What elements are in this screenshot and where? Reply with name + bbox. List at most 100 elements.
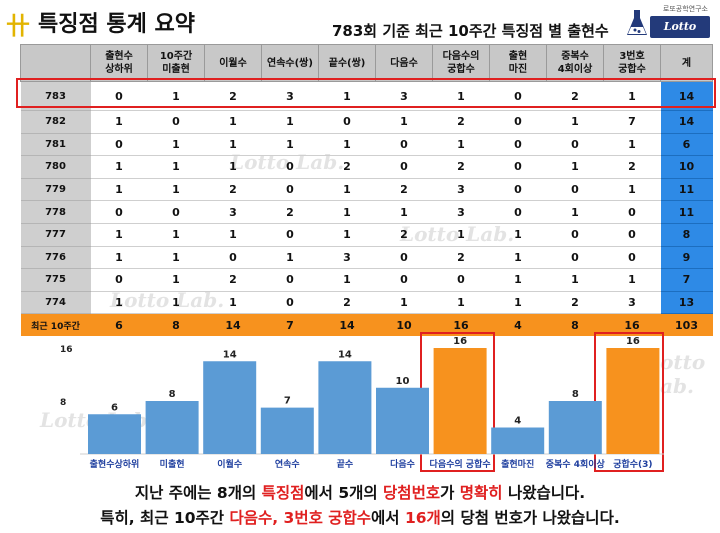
table-cell: 0 bbox=[375, 155, 433, 179]
table-row: 778 0 0 3 2 1 1 3 0 1 0 11 bbox=[20, 200, 713, 224]
table-cell: 10 bbox=[375, 313, 433, 336]
category-label: 이월수 bbox=[217, 458, 242, 470]
table-cell: 0 bbox=[204, 246, 262, 270]
table-row: 776 1 1 0 1 3 0 2 1 0 0 9 bbox=[20, 246, 713, 270]
category-label: 다음수의 궁합수 bbox=[430, 458, 491, 470]
column-header: 다음수의 궁합수 bbox=[432, 44, 490, 82]
table-cell: 0 bbox=[90, 133, 148, 157]
category-label: 연속수 bbox=[275, 458, 300, 470]
bar-value-label: 10 bbox=[396, 376, 410, 387]
table-cell: 0 bbox=[147, 200, 205, 224]
table-cell: 7 bbox=[261, 313, 319, 336]
table-row: 782 1 0 1 1 0 1 2 0 1 7 14 bbox=[20, 110, 713, 134]
table-cell: 0 bbox=[375, 246, 433, 270]
header-corner bbox=[20, 44, 91, 82]
category-label: 중복수 4회이상 bbox=[546, 458, 606, 470]
category-label: 궁합수(3) bbox=[613, 458, 652, 470]
table-cell: 1 bbox=[603, 133, 661, 157]
column-header: 10주간 미출현 bbox=[147, 44, 205, 82]
table-cell: 1 bbox=[489, 223, 547, 247]
table-row: 777 1 1 1 0 1 2 1 1 0 0 8 bbox=[20, 223, 713, 247]
table-cell: 3 bbox=[603, 291, 661, 315]
table-cell: 1 bbox=[318, 200, 376, 224]
column-header: 출현수 상하위 bbox=[90, 44, 148, 82]
table-cell: 1 bbox=[375, 200, 433, 224]
row-label: 781 bbox=[20, 133, 91, 157]
table-cell: 2 bbox=[432, 246, 490, 270]
table-cell: 3 bbox=[432, 200, 490, 224]
table-cell: 1 bbox=[546, 200, 604, 224]
row-total: 14 bbox=[660, 110, 713, 134]
table-cell: 1 bbox=[603, 268, 661, 292]
stats-table: 출현수 상하위 10주간 미출현 이월수 연속수(쌍) 끝수(쌍) 다음수 다음수의 궁합수 출현 마… bbox=[20, 44, 713, 336]
row-label: 778 bbox=[20, 200, 91, 224]
table-cell: 1 bbox=[204, 133, 262, 157]
table-cell: 1 bbox=[204, 291, 262, 315]
table-cell: 2 bbox=[603, 155, 661, 179]
category-label: 다음수 bbox=[390, 458, 415, 470]
row-total: 11 bbox=[660, 178, 713, 202]
emphasis-text: 다음수, 3번호 궁합수 bbox=[229, 509, 372, 527]
bar-value-label: 7 bbox=[284, 396, 291, 407]
lotto-lab-logo: 로또공학연구소 Lotto Lab. bbox=[616, 2, 712, 55]
table-cell: 6 bbox=[90, 313, 148, 336]
table-cell: 1 bbox=[489, 291, 547, 315]
logo-text: Lotto Lab. bbox=[650, 16, 710, 55]
table-cell: 1 bbox=[204, 155, 262, 179]
table-cell: 0 bbox=[90, 81, 148, 111]
emphasis-text: 당첨번호 bbox=[383, 484, 441, 502]
table-cell: 3 bbox=[261, 81, 319, 111]
table-cell: 0 bbox=[546, 246, 604, 270]
table-cell: 16 bbox=[603, 313, 661, 336]
table-cell: 1 bbox=[147, 223, 205, 247]
table-cell: 0 bbox=[489, 200, 547, 224]
table-cell: 1 bbox=[90, 223, 148, 247]
row-label: 776 bbox=[20, 246, 91, 270]
table-cell: 2 bbox=[204, 81, 262, 111]
table-cell: 1 bbox=[432, 81, 490, 111]
table-row: 775 0 1 2 0 1 0 0 1 1 1 7 bbox=[20, 268, 713, 292]
table-cell: 2 bbox=[375, 178, 433, 202]
table-cell: 1 bbox=[147, 155, 205, 179]
caption-line-2: 특히, 최근 10주간 다음수, 3번호 궁합수에서 16개의 당첨 번호가 나… bbox=[0, 506, 720, 528]
table-cell: 2 bbox=[261, 200, 319, 224]
table-cell: 1 bbox=[90, 110, 148, 134]
logo-caption: 로또공학연구소 bbox=[662, 5, 708, 13]
table-cell: 1 bbox=[546, 155, 604, 179]
table-cell: 7 bbox=[603, 110, 661, 134]
table-cell: 1 bbox=[204, 110, 262, 134]
emphasis-text: 16개 bbox=[404, 509, 441, 527]
table-cell: 14 bbox=[318, 313, 376, 336]
row-total: 9 bbox=[660, 246, 713, 270]
chart-bar bbox=[260, 407, 314, 454]
table-cell: 2 bbox=[432, 110, 490, 134]
table-cell: 1 bbox=[546, 268, 604, 292]
table-cell: 0 bbox=[261, 155, 319, 179]
bar-value-label: 14 bbox=[223, 349, 237, 360]
category-label: 끝수 bbox=[337, 459, 354, 470]
row-total: 14 bbox=[660, 81, 713, 111]
chart-bar bbox=[491, 427, 545, 454]
table-cell: 1 bbox=[432, 133, 490, 157]
table-cell: 0 bbox=[375, 268, 433, 292]
table-cell: 1 bbox=[90, 246, 148, 270]
chart-bar bbox=[606, 348, 660, 454]
bar-value-label: 16 bbox=[626, 336, 640, 347]
column-header: 끝수(쌍) bbox=[318, 44, 376, 82]
row-label: 775 bbox=[20, 268, 91, 292]
column-header: 이월수 bbox=[204, 44, 262, 82]
bar-value-label: 6 bbox=[111, 402, 118, 413]
table-cell: 1 bbox=[261, 110, 319, 134]
caption-text: 에서 bbox=[371, 509, 405, 527]
table-cell: 2 bbox=[318, 291, 376, 315]
summary-row: 최근 10주간 6 8 14 7 14 10 16 4 8 16 103 bbox=[20, 313, 713, 336]
row-total: 8 bbox=[660, 223, 713, 247]
caption-text: 의 당첨 번호가 나왔습니다. bbox=[440, 509, 620, 527]
table-cell: 0 bbox=[489, 81, 547, 111]
table-cell: 0 bbox=[261, 268, 319, 292]
table-cell: 0 bbox=[489, 155, 547, 179]
feature-bar-chart: 8 16 6 출현수상하위 8 미출현 14 이월수 7 연속수 14 끝수 10 다음수 16 다음수의 궁… bbox=[60, 336, 664, 470]
table-cell: 1 bbox=[90, 155, 148, 179]
table-cell: 1 bbox=[147, 133, 205, 157]
category-label: 출현수상하위 bbox=[90, 458, 140, 470]
